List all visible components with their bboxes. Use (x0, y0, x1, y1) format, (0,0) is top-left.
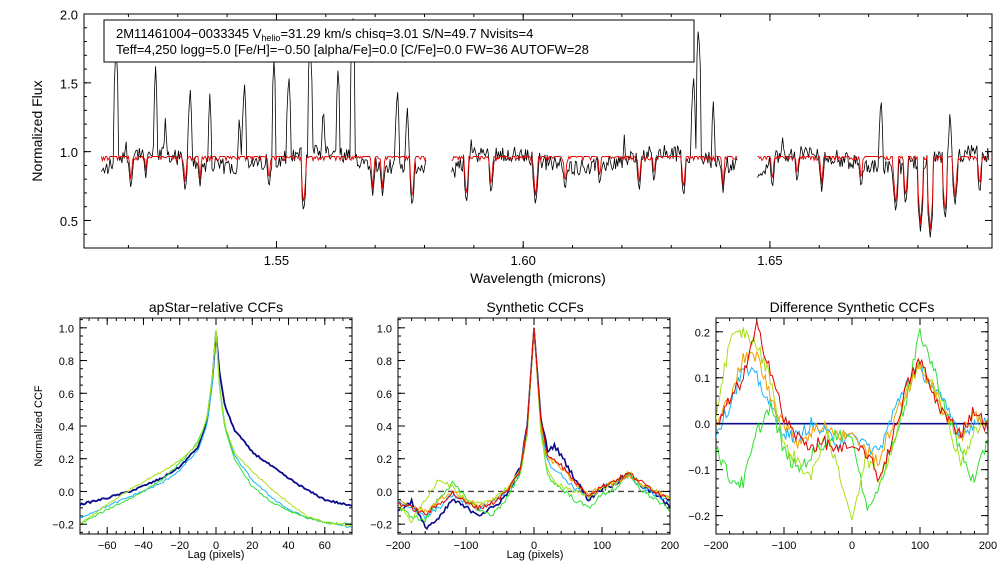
difference-ccf-series-5 (716, 320, 988, 483)
synthetic-ccf-panel: Synthetic CCFs −200 −100 0 100 200 −0.2 0.0 0.2… (370, 299, 679, 561)
synthetic-ccf-x-tick-label: −100 (454, 540, 479, 552)
synthetic-ccf-y-tick-label: 0.0 (377, 487, 392, 499)
difference-ccf-y-tick-label: −0.1 (688, 465, 710, 477)
synthetic-ccf-series-6 (398, 327, 670, 516)
spectrum-y-axis-label: Normalized Flux (29, 80, 45, 181)
difference-ccf-x-tick-label: 100 (911, 540, 929, 552)
synthetic-ccf-series-group (398, 327, 670, 531)
difference-ccf-y-tick-label: 0.0 (695, 419, 710, 431)
synthetic-ccf-plot-area (398, 327, 670, 531)
apstar-ccf-panel: apStar−relative CCFs −60 −40 −20 0 20 40 60 −0.… (33, 299, 353, 561)
info-box-frame (103, 19, 695, 63)
difference-ccf-series-3 (716, 327, 988, 521)
synthetic-ccf-title: Synthetic CCFs (486, 299, 583, 315)
synthetic-ccf-series-4 (398, 327, 670, 524)
spectrum-x-axis-label: Wavelength (microns) (470, 270, 606, 286)
apstar-ccf-y-tick-label: 0.8 (59, 356, 74, 368)
apstar-ccf-y-tick-label: 0.2 (59, 454, 74, 466)
difference-ccf-series-2 (716, 328, 988, 512)
synthetic-ccf-plot-frame (397, 317, 671, 535)
apstar-ccf-series-1 (80, 332, 352, 507)
apstar-ccf-x-tick-label: −20 (170, 540, 189, 552)
apstar-ccf-x-tick-label: 40 (282, 540, 294, 552)
difference-ccf-plot-area (716, 320, 988, 521)
synthetic-ccf-series-2 (398, 327, 670, 521)
synthetic-ccf-x-tick-label: 100 (593, 540, 611, 552)
difference-ccf-x-tick-label: −100 (772, 540, 797, 552)
synthetic-ccf-x-tick-label: 0 (531, 540, 537, 552)
observed-spectrum-segment-1 (100, 18, 427, 210)
spectrum-y-tick-label: 1.0 (60, 145, 78, 160)
synthetic-ccf-y-tick-label: 1.0 (377, 323, 392, 335)
synthetic-ccf-y-tick-label: 0.2 (377, 454, 392, 466)
apstar-ccf-series-group (80, 329, 352, 529)
info-line-1-prefix: 2M11461004−0033345 V (116, 26, 262, 41)
spectrum-x-tick-label: 1.55 (264, 253, 289, 268)
apstar-ccf-series-2 (80, 331, 352, 529)
model-spectrum-segment-3 (757, 154, 989, 231)
difference-ccf-panel: Difference Synthetic CCFs −200 −100 0 100 20… (688, 299, 997, 552)
apstar-ccf-x-tick-label: 60 (319, 540, 331, 552)
difference-ccf-y-tick-label: 0.1 (695, 373, 710, 385)
apstar-ccf-y-tick-label: 0.4 (59, 422, 74, 434)
apstar-ccf-plot-frame (79, 317, 353, 535)
synthetic-ccf-y-tick-label: −0.2 (370, 520, 392, 532)
synthetic-ccf-x-tick-label: −200 (386, 540, 411, 552)
spectrum-info-box: 2M11461004−0033345 Vhelio=31.29 km/s chi… (103, 19, 695, 63)
apstar-ccf-y-tick-label: 1.0 (59, 323, 74, 335)
synthetic-ccf-series-3 (398, 327, 670, 523)
difference-ccf-y-tick-label: 0.2 (695, 327, 710, 339)
apstar-ccf-series-4 (80, 329, 352, 527)
apstar-ccf-y-axis-label: Normalized CCF (33, 385, 45, 467)
apstar-ccf-x-tick-label: 20 (246, 540, 258, 552)
apstar-ccf-plot-area (80, 329, 352, 529)
difference-ccf-y-tick-label: −0.2 (688, 511, 710, 523)
apstar-ccf-x-tick-label: 0 (213, 540, 219, 552)
observed-spectrum-segment-3 (757, 102, 990, 238)
spectrum-y-tick-label: 1.5 (60, 76, 78, 91)
info-line-1-suffix: =31.29 km/s chisq=3.01 S/N=49.7 Nvisits=… (280, 26, 533, 41)
spectrum-y-tick-label: 2.0 (60, 8, 78, 23)
difference-ccf-plot-frame (715, 317, 989, 535)
apstar-ccf-axes: −60 −40 −20 0 20 40 60 −0.2 0.0 0.2 0.4 0.6 0.8 1.0 (52, 318, 353, 552)
synthetic-ccf-x-tick-label: 200 (661, 540, 679, 552)
model-spectrum-segment-1 (100, 154, 427, 202)
apstar-ccf-y-tick-label: 0.0 (59, 487, 74, 499)
spectrum-x-tick-label: 1.60 (511, 253, 536, 268)
difference-ccf-axes: −200 −100 0 100 200 −0.2 −0.1 0.0 0.1 0.2 (688, 318, 997, 552)
model-spectrum-segment-2 (451, 154, 738, 196)
difference-ccf-series-group (716, 320, 988, 521)
spectrum-panel: 1.55 1.60 1.65 0.5 1.0 1.5 2.0 2M11461004−0033… (29, 8, 993, 286)
info-line-1: 2M11461004−0033345 Vhelio=31.29 km/s chi… (116, 26, 533, 43)
apstar-ccf-y-tick-label: 0.6 (59, 389, 74, 401)
apstar-ccf-x-tick-label: −60 (98, 540, 117, 552)
difference-ccf-series-4 (716, 351, 988, 467)
difference-ccf-x-tick-label: 0 (849, 540, 855, 552)
spectrum-axes: 1.55 1.60 1.65 0.5 1.0 1.5 2.0 (60, 8, 992, 268)
apstar-ccf-x-axis-label: Lag (pixels) (188, 549, 245, 561)
spectrum-x-tick-label: 1.65 (757, 253, 782, 268)
apstar-ccf-y-tick-label: −0.2 (52, 520, 74, 532)
difference-ccf-x-tick-label: −200 (704, 540, 729, 552)
info-line-1-subscript: helio (261, 33, 280, 43)
synthetic-ccf-axes: −200 −100 0 100 200 −0.2 0.0 0.2 0.4 0.6 0.8 1.0 (370, 318, 679, 552)
apstar-ccf-title: apStar−relative CCFs (149, 299, 283, 315)
difference-ccf-series-1 (716, 363, 988, 456)
synthetic-ccf-y-tick-label: 0.8 (377, 356, 392, 368)
info-line-2: Teff=4,250 logg=5.0 [Fe/H]=−0.50 [alpha/… (116, 42, 589, 57)
spectrum-plot-frame (83, 13, 993, 249)
synthetic-ccf-y-tick-label: 0.6 (377, 389, 392, 401)
spectrum-y-tick-label: 0.5 (60, 214, 78, 229)
spectrum-plot-area (100, 18, 990, 238)
synthetic-ccf-series-5 (398, 327, 670, 514)
synthetic-ccf-x-axis-label: Lag (pixels) (507, 549, 564, 561)
difference-ccf-title: Difference Synthetic CCFs (770, 299, 935, 315)
synthetic-ccf-y-tick-label: 0.4 (377, 422, 392, 434)
difference-ccf-x-tick-label: 200 (979, 540, 997, 552)
apstar-ccf-x-tick-label: −40 (134, 540, 153, 552)
